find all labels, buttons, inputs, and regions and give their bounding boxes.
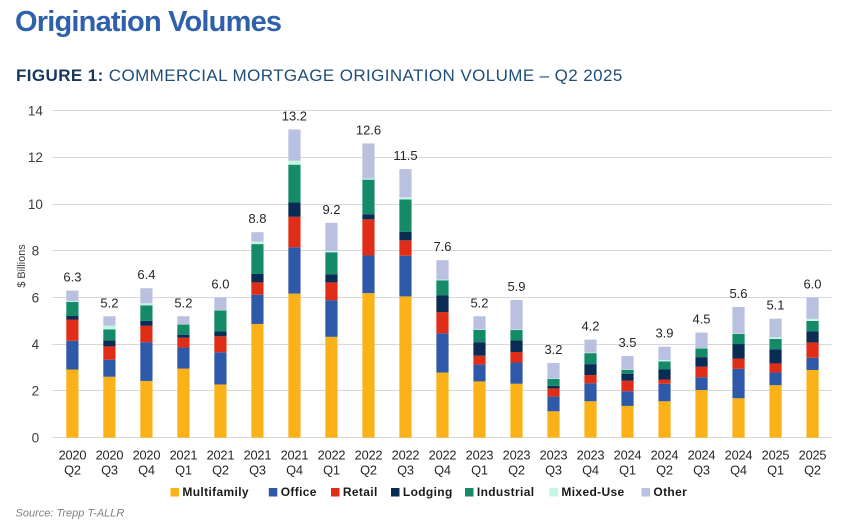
svg-text:Q2: Q2 (64, 462, 81, 477)
svg-text:7.6: 7.6 (433, 239, 451, 254)
svg-text:8.8: 8.8 (248, 211, 266, 226)
svg-text:Industrial: Industrial (477, 485, 535, 499)
svg-text:0: 0 (32, 430, 40, 445)
svg-text:11.5: 11.5 (393, 148, 417, 163)
svg-text:Q4: Q4 (138, 462, 155, 477)
svg-text:12: 12 (28, 150, 43, 165)
svg-text:5.9: 5.9 (507, 279, 525, 294)
svg-text:Q3: Q3 (397, 462, 414, 477)
svg-text:9.2: 9.2 (322, 202, 340, 217)
svg-text:2025: 2025 (799, 447, 827, 462)
svg-text:13.2: 13.2 (282, 108, 307, 123)
svg-text:Q1: Q1 (767, 462, 784, 477)
svg-text:Q3: Q3 (101, 462, 118, 477)
svg-text:Q3: Q3 (249, 462, 266, 477)
svg-text:2024: 2024 (725, 447, 753, 462)
svg-text:Mixed-Use: Mixed-Use (561, 485, 624, 499)
svg-text:Other: Other (653, 485, 687, 499)
svg-text:6.0: 6.0 (803, 277, 821, 292)
svg-text:2025: 2025 (762, 447, 790, 462)
svg-text:Multifamily: Multifamily (182, 485, 249, 499)
svg-text:2021: 2021 (281, 447, 309, 462)
svg-text:5.2: 5.2 (470, 295, 488, 310)
svg-text:Q3: Q3 (545, 462, 562, 477)
svg-text:2023: 2023 (503, 447, 531, 462)
svg-text:Q2: Q2 (212, 462, 229, 477)
svg-text:2021: 2021 (244, 447, 272, 462)
svg-text:Q4: Q4 (434, 462, 451, 477)
svg-text:Q3: Q3 (693, 462, 710, 477)
svg-text:2023: 2023 (577, 447, 605, 462)
svg-text:2021: 2021 (170, 447, 198, 462)
svg-text:5.1: 5.1 (766, 298, 784, 313)
svg-text:6.0: 6.0 (211, 277, 229, 292)
svg-text:3.9: 3.9 (655, 326, 673, 341)
svg-text:2021: 2021 (207, 447, 235, 462)
svg-text:2020: 2020 (133, 447, 161, 462)
svg-text:10: 10 (28, 197, 43, 212)
svg-text:$ Billions: $ Billions (16, 244, 28, 288)
svg-text:Lodging: Lodging (403, 485, 453, 499)
svg-text:4: 4 (32, 337, 40, 352)
svg-text:6: 6 (32, 290, 40, 305)
svg-text:Q1: Q1 (619, 462, 636, 477)
svg-text:2024: 2024 (688, 447, 716, 462)
svg-text:Retail: Retail (343, 485, 378, 499)
svg-text:Q2: Q2 (508, 462, 525, 477)
svg-text:3.5: 3.5 (618, 335, 636, 350)
svg-text:8: 8 (32, 244, 40, 259)
svg-text:14: 14 (28, 103, 44, 118)
svg-text:Q1: Q1 (175, 462, 192, 477)
svg-text:Q1: Q1 (471, 462, 488, 477)
svg-text:2020: 2020 (59, 447, 87, 462)
svg-text:Q4: Q4 (286, 462, 303, 477)
svg-text:2024: 2024 (614, 447, 642, 462)
svg-text:Q2: Q2 (360, 462, 377, 477)
svg-text:2020: 2020 (96, 447, 124, 462)
svg-text:Q1: Q1 (323, 462, 340, 477)
svg-text:Q4: Q4 (730, 462, 747, 477)
svg-text:2024: 2024 (651, 447, 679, 462)
svg-text:Q2: Q2 (656, 462, 673, 477)
svg-text:12.6: 12.6 (356, 122, 381, 137)
svg-text:3.2: 3.2 (544, 342, 562, 357)
svg-text:2022: 2022 (318, 447, 346, 462)
svg-text:2022: 2022 (355, 447, 383, 462)
svg-text:6.4: 6.4 (137, 267, 155, 282)
svg-text:Source: Trepp T-ALLR: Source: Trepp T-ALLR (16, 508, 125, 520)
svg-text:2022: 2022 (392, 447, 420, 462)
svg-text:2023: 2023 (466, 447, 494, 462)
svg-text:5.2: 5.2 (174, 295, 192, 310)
svg-text:2: 2 (32, 384, 40, 399)
svg-text:4.5: 4.5 (692, 312, 710, 327)
svg-text:Office: Office (281, 485, 317, 499)
svg-text:5.6: 5.6 (729, 286, 747, 301)
svg-text:2022: 2022 (429, 447, 457, 462)
svg-text:4.2: 4.2 (581, 319, 599, 334)
svg-text:5.2: 5.2 (100, 295, 118, 310)
svg-text:6.3: 6.3 (63, 270, 81, 285)
svg-text:2023: 2023 (540, 447, 568, 462)
svg-text:Q2: Q2 (804, 462, 821, 477)
svg-text:Q4: Q4 (582, 462, 599, 477)
